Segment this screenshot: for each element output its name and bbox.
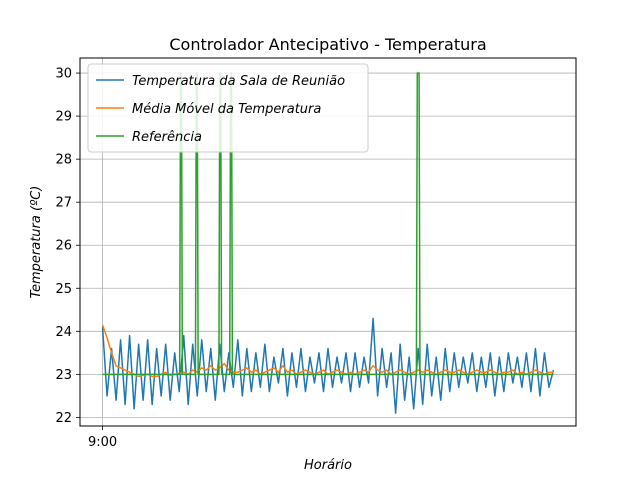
y-tick-label: 22 — [55, 411, 72, 426]
chart-title: Controlador Antecipativo - Temperatura — [169, 35, 486, 54]
y-tick-label: 30 — [55, 67, 72, 82]
legend: Temperatura da Sala de Reunião Média Móve… — [87, 63, 369, 153]
legend-label: Média Móvel da Temperatura — [132, 102, 321, 117]
y-tick-label: 29 — [55, 110, 72, 125]
y-tick-label: 26 — [55, 239, 72, 254]
x-axis-label: Horário — [304, 458, 352, 473]
series-line-1 — [101, 317, 555, 414]
legend-box — [87, 63, 369, 153]
y-tick-label: 27 — [55, 196, 72, 211]
axes: 22 23 24 25 26 27 28 29 30 9:00 — [55, 67, 117, 450]
x-tick-label: 9:00 — [88, 435, 117, 450]
plot-frame — [79, 57, 577, 427]
legend-label: Referência — [132, 130, 202, 145]
y-axis-label: Temperatura (ºC) — [29, 186, 44, 299]
y-tick-label: 24 — [55, 325, 72, 340]
legend-label: Temperatura da Sala de Reunião — [132, 74, 345, 89]
y-tick-label: 25 — [55, 282, 72, 297]
y-tick-label: 28 — [55, 153, 72, 168]
y-tick-label: 23 — [55, 368, 72, 383]
